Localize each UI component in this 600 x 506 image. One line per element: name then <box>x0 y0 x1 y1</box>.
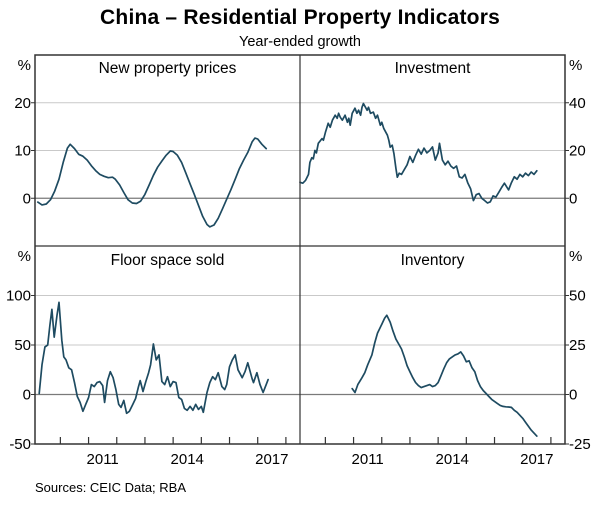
series-line-floor-space-sold <box>38 301 269 415</box>
x-tick-label: 2017 <box>255 451 288 468</box>
y-axis-unit-label: % <box>569 57 582 74</box>
y-tick-label: 25 <box>569 337 586 354</box>
source-note: Sources: CEIC Data; RBA <box>35 480 186 495</box>
y-tick-label: 20 <box>14 95 31 112</box>
panel-title-new-property-prices: New property prices <box>98 60 237 77</box>
y-tick-label: 0 <box>23 190 31 207</box>
x-tick-label: 2017 <box>520 451 553 468</box>
y-tick-label: 0 <box>569 190 577 207</box>
series-line-new-property-prices <box>36 137 268 228</box>
panel-title-inventory: Inventory <box>400 252 465 269</box>
chart-title: China – Residential Property Indicators <box>100 6 500 29</box>
x-tick-label: 2011 <box>352 451 384 468</box>
y-axis-unit-label: % <box>18 248 31 265</box>
x-tick-label: 2011 <box>87 451 119 468</box>
y-tick-label: 20 <box>569 143 586 160</box>
y-axis-unit-label: % <box>569 248 582 265</box>
x-tick-label: 2014 <box>171 451 204 468</box>
series-line-investment <box>299 102 538 204</box>
panel-title-investment: Investment <box>394 60 471 77</box>
series-line-inventory <box>351 314 538 437</box>
y-tick-label: 0 <box>569 387 577 404</box>
y-tick-label: -25 <box>569 436 591 453</box>
y-tick-label: 10 <box>14 143 31 160</box>
panel-title-floor-space-sold: Floor space sold <box>110 252 225 269</box>
x-tick-label: 2014 <box>436 451 469 468</box>
y-tick-label: 40 <box>569 95 586 112</box>
y-tick-label: 50 <box>569 288 586 305</box>
y-axis-unit-label: % <box>18 57 31 74</box>
y-tick-label: 100 <box>6 288 31 305</box>
chart-subtitle: Year-ended growth <box>239 34 361 50</box>
y-tick-label: -50 <box>9 436 31 453</box>
y-tick-label: 50 <box>14 337 31 354</box>
y-tick-label: 0 <box>23 387 31 404</box>
